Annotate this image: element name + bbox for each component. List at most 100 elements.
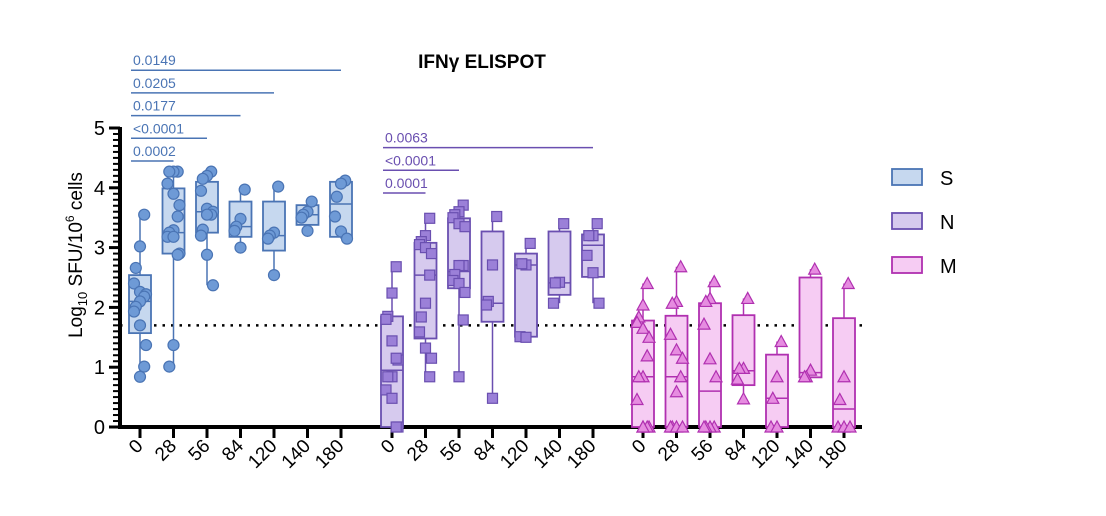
data-point (167, 187, 180, 200)
y-label-main: Log (66, 306, 87, 338)
data-point (425, 352, 438, 364)
y-tick-label: 4 (94, 178, 105, 200)
data-point (380, 313, 392, 325)
data-point (424, 371, 436, 383)
data-point (200, 248, 214, 261)
data-point (807, 261, 822, 275)
y-tick-label: 5 (94, 118, 105, 140)
y-axis-label: Log10 SFU/106 cells (63, 172, 90, 338)
data-point (424, 269, 436, 281)
data-point (305, 195, 318, 208)
data-point (163, 360, 176, 373)
data-point (196, 172, 209, 185)
box (765, 353, 789, 428)
data-point (675, 419, 690, 433)
data-point (171, 210, 184, 223)
data-point (330, 190, 343, 203)
data-point (635, 297, 651, 311)
x-tick-label: 180 (311, 436, 348, 473)
y-tick-label: 2 (94, 297, 105, 319)
p-value-label: 0.0002 (133, 143, 176, 159)
legend-swatch (891, 168, 923, 186)
data-point (133, 370, 147, 383)
data-point (486, 392, 499, 404)
data-point (261, 232, 275, 245)
chart-title: IFNγ ELISPOT (418, 52, 546, 73)
data-point (272, 180, 285, 193)
data-point (516, 258, 528, 270)
x-tick-label: 0 (125, 436, 147, 458)
data-point (769, 419, 785, 433)
data-point (386, 335, 398, 347)
data-point (238, 183, 251, 196)
data-point (133, 240, 147, 253)
y-label-sub: 10 (75, 292, 90, 306)
data-point (581, 249, 593, 261)
x-tick-label: 140 (278, 436, 315, 473)
data-point (228, 224, 241, 237)
data-point (698, 294, 713, 308)
data-point (161, 177, 174, 190)
data-point (832, 392, 847, 406)
data-point (491, 210, 503, 223)
y-tick-label: 3 (94, 238, 105, 260)
p-value-label: 0.0205 (133, 75, 176, 91)
data-point (390, 261, 402, 273)
data-point (702, 351, 718, 365)
data-point (841, 276, 856, 290)
data-point (520, 331, 532, 343)
data-point (707, 274, 722, 288)
data-point (629, 392, 645, 406)
data-point (340, 232, 354, 245)
x-tick-label: 120 (747, 436, 784, 473)
legend-label: S (940, 168, 953, 190)
legend-swatch (891, 212, 923, 230)
data-point (390, 421, 402, 433)
legend-item-S: S (891, 168, 953, 190)
data-point (200, 208, 214, 221)
data-point (663, 327, 678, 340)
data-point (673, 369, 688, 383)
data-point (334, 177, 348, 190)
x-tick-label: 0 (628, 436, 650, 458)
data-point (267, 269, 281, 282)
data-point (194, 184, 208, 197)
data-point (419, 242, 432, 254)
y-label-mid: SFU/10 (66, 222, 87, 292)
data-point (167, 230, 180, 243)
data-point (524, 237, 536, 250)
data-point (301, 224, 314, 237)
p-value-label: 0.0177 (133, 98, 176, 114)
data-point (675, 350, 690, 364)
legend-label: N (940, 212, 954, 234)
data-point (206, 279, 220, 292)
p-value-label: 0.0063 (385, 130, 428, 146)
data-point (774, 334, 789, 348)
data-point (425, 247, 438, 260)
data-point (587, 267, 599, 279)
data-point (457, 314, 469, 326)
x-tick-label: 28 (151, 436, 181, 466)
data-point (558, 218, 570, 230)
data-point (380, 384, 392, 396)
data-point (129, 261, 142, 275)
data-point (390, 352, 402, 364)
data-point (635, 419, 651, 433)
x-tick-label: 56 (437, 436, 467, 466)
box (798, 276, 823, 379)
data-point (593, 297, 605, 309)
data-point (842, 419, 858, 433)
data-point (459, 286, 471, 299)
data-point (696, 316, 712, 330)
data-point (765, 391, 780, 404)
data-point (732, 361, 747, 374)
data-point (669, 384, 684, 398)
data-point (480, 299, 493, 311)
data-point (133, 319, 147, 332)
data-point (138, 360, 151, 373)
data-point (629, 315, 645, 328)
data-point (386, 287, 398, 299)
data-point (234, 241, 247, 254)
data-point (459, 221, 471, 233)
